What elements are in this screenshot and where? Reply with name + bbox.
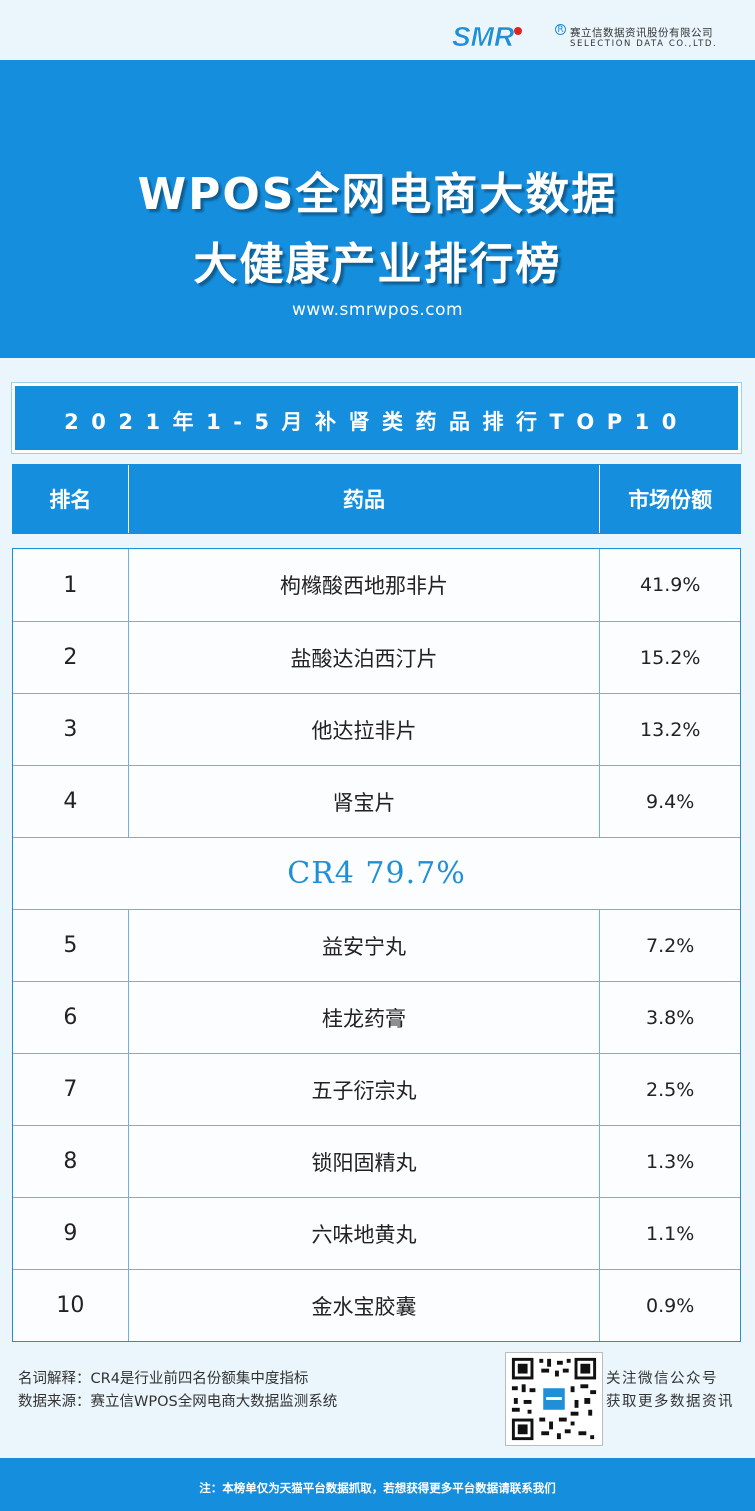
table-header: 排名 药品 市场份额 — [12, 464, 741, 534]
drug-name-cell: 他达拉非片 — [129, 694, 601, 765]
header-rank: 排名 — [13, 465, 129, 533]
rank-cell: 4 — [13, 766, 129, 837]
cr4-definition-note: 名词解释：CR4是行业前四名份额集中度指标 — [18, 1371, 309, 1387]
rank-cell: 2 — [13, 622, 129, 693]
table-row: 1 枸橼酸西地那非片 41.9% — [13, 549, 740, 621]
share-cell: 15.2% — [640, 646, 701, 669]
rank-cell: 10 — [13, 1270, 129, 1341]
cr4-summary-row: CR4 79.7% — [13, 837, 740, 909]
header-share: 市场份额 — [628, 488, 713, 512]
disclaimer-note: 注：本榜单仅为天猫平台数据抓取，若想获得更多平台数据请联系我们 — [199, 1481, 556, 1495]
rank-cell: 9 — [13, 1198, 129, 1269]
table-row: 7 五子衍宗丸 2.5% — [13, 1053, 740, 1125]
drug-name-cell: 金水宝胶囊 — [129, 1270, 601, 1341]
share-cell: 41.9% — [640, 574, 701, 596]
drug-name-cell: 益安宁丸 — [129, 910, 601, 981]
rank-cell: 7 — [13, 1054, 129, 1125]
share-cell: 3.8% — [646, 1006, 695, 1029]
banner-title-line1: WPOS全网电商大数据 — [137, 169, 618, 220]
ranking-table: 1 枸橼酸西地那非片 41.9% 2 盐酸达泊西汀片 15.2% 3 他达拉非片… — [12, 548, 741, 1342]
table-row: 8 锁阳固精丸 1.3% — [13, 1125, 740, 1197]
table-row: 6 桂龙药膏 3.8% — [13, 981, 740, 1053]
rank-cell: 5 — [13, 910, 129, 981]
banner-title-line2: 大健康产业排行榜 — [193, 239, 562, 290]
table-row: 5 益安宁丸 7.2% — [13, 909, 740, 981]
smr-logo: SMR — [452, 22, 522, 50]
drug-name-cell: 锁阳固精丸 — [129, 1126, 601, 1197]
ranking-subtitle-box: 2021年1-5月补肾类药品排行TOP10 — [11, 382, 742, 454]
share-cell: 1.1% — [646, 1222, 695, 1245]
share-cell: 9.4% — [646, 790, 695, 813]
header-banner: WPOS全网电商大数据 大健康产业排行榜 www.smrwpos.com — [0, 60, 755, 358]
drug-name-cell: 肾宝片 — [129, 766, 601, 837]
drug-name-cell: 五子衍宗丸 — [129, 1054, 601, 1125]
rank-cell: 3 — [13, 694, 129, 765]
ranking-subtitle: 2021年1-5月补肾类药品排行TOP10 — [64, 410, 689, 434]
bottom-bar: 注：本榜单仅为天猫平台数据抓取，若想获得更多平台数据请联系我们 — [0, 1458, 755, 1511]
share-cell: 13.2% — [640, 718, 701, 741]
header-drug: 药品 — [129, 465, 601, 533]
rank-cell: 8 — [13, 1126, 129, 1197]
svg-text:SMR: SMR — [452, 22, 515, 50]
logo-strip: SMR R 赛立信数据资讯股份有限公司 SELECTION DATA CO.,L… — [0, 0, 755, 60]
table-row: 3 他达拉非片 13.2% — [13, 693, 740, 765]
share-cell: 1.3% — [646, 1150, 695, 1173]
drug-name-cell: 桂龙药膏 — [129, 982, 601, 1053]
company-name-en: SELECTION DATA CO.,LTD. — [570, 39, 718, 49]
qr-caption-more: 获取更多数据资讯 — [606, 1394, 734, 1410]
rank-cell: 1 — [13, 549, 129, 621]
registered-mark: R — [555, 24, 566, 35]
drug-name-cell: 盐酸达泊西汀片 — [129, 622, 601, 693]
share-cell: 0.9% — [646, 1294, 695, 1317]
drug-name-cell: 枸橼酸西地那非片 — [129, 549, 601, 621]
qr-caption-follow: 关注微信公众号 — [606, 1371, 718, 1387]
table-row: 4 肾宝片 9.4% — [13, 765, 740, 837]
share-cell: 2.5% — [646, 1078, 695, 1101]
wechat-qr-code[interactable] — [505, 1352, 603, 1446]
table-row: 9 六味地黄丸 1.1% — [13, 1197, 740, 1269]
table-row: 2 盐酸达泊西汀片 15.2% — [13, 621, 740, 693]
rank-cell: 6 — [13, 982, 129, 1053]
drug-name-cell: 六味地黄丸 — [129, 1198, 601, 1269]
share-cell: 7.2% — [646, 934, 695, 957]
company-name-cn: 赛立信数据资讯股份有限公司 — [570, 27, 713, 39]
data-source-note: 数据来源：赛立信WPOS全网电商大数据监测系统 — [18, 1394, 338, 1410]
website-url[interactable]: www.smrwpos.com — [291, 300, 464, 320]
table-row: 10 金水宝胶囊 0.9% — [13, 1269, 740, 1341]
